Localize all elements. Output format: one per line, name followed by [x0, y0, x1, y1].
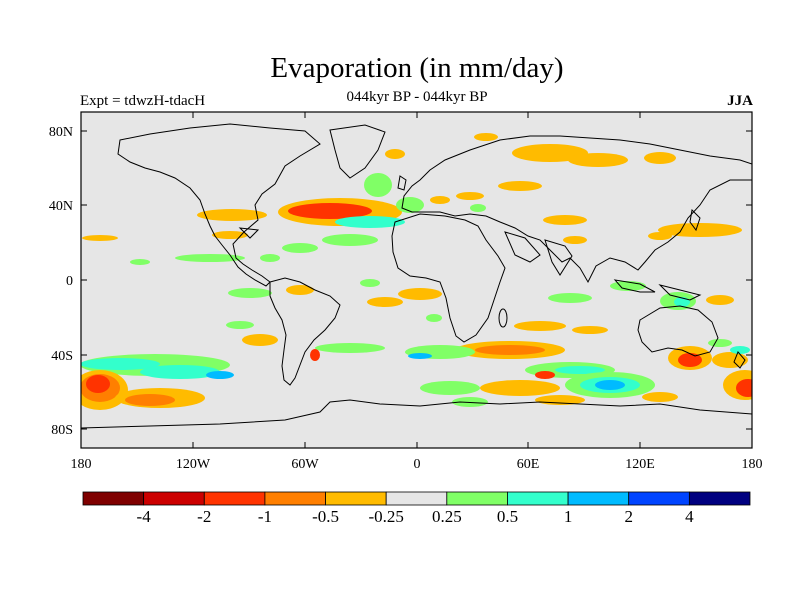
colorbar-label: 0.5 — [497, 507, 518, 526]
season-label: JJA — [727, 93, 753, 109]
colorbar-swatch — [446, 491, 508, 506]
colorbar-label: 1 — [564, 507, 573, 526]
colorbar-swatch — [82, 491, 145, 506]
x-tick-label: 0 — [414, 457, 421, 472]
colorbar-label: -0.25 — [368, 507, 403, 526]
colorbar: -4 -2 -1 -0.5 -0.25 0.25 0.5 1 2 4 — [82, 491, 751, 526]
colorbar-swatch — [688, 491, 751, 506]
y-tick-label: 0 — [66, 274, 73, 289]
x-tick-label: 180 — [742, 457, 763, 472]
x-tick-label: 120W — [176, 457, 211, 472]
y-tick-label: 40N — [49, 199, 73, 214]
chart-title: Evaporation (in mm/day) — [270, 52, 564, 84]
colorbar-label: -1 — [258, 507, 272, 526]
colorbar-swatch — [325, 491, 387, 506]
colorbar-label: 4 — [685, 507, 694, 526]
colorbar-label: -4 — [137, 507, 152, 526]
colorbar-swatch — [143, 491, 205, 506]
coastlines — [81, 123, 752, 429]
colorbar-label: -0.5 — [312, 507, 339, 526]
colorbar-swatch — [567, 491, 630, 506]
x-tick-label: 60W — [291, 457, 319, 472]
axis-ticks — [80, 112, 753, 448]
colorbar-swatch — [507, 491, 569, 506]
colorbar-swatch — [203, 491, 266, 506]
colorbar-swatch — [385, 491, 448, 506]
x-tick-label: 60E — [517, 457, 540, 472]
anomaly-field — [81, 133, 752, 410]
experiment-label: Expt = tdwzH-tdacH — [80, 93, 206, 109]
colorbar-swatch — [264, 491, 326, 506]
y-tick-label: 80S — [51, 423, 73, 438]
x-tick-label: 120E — [625, 457, 655, 472]
colorbar-swatch — [628, 491, 690, 506]
period-label: 044kyr BP - 044kyr BP — [346, 89, 488, 105]
colorbar-label: -2 — [197, 507, 211, 526]
colorbar-label: 0.25 — [432, 507, 462, 526]
y-tick-label: 40S — [51, 349, 73, 364]
x-tick-label: 180 — [71, 457, 92, 472]
y-tick-label: 80N — [49, 125, 73, 140]
colorbar-label: 2 — [624, 507, 633, 526]
